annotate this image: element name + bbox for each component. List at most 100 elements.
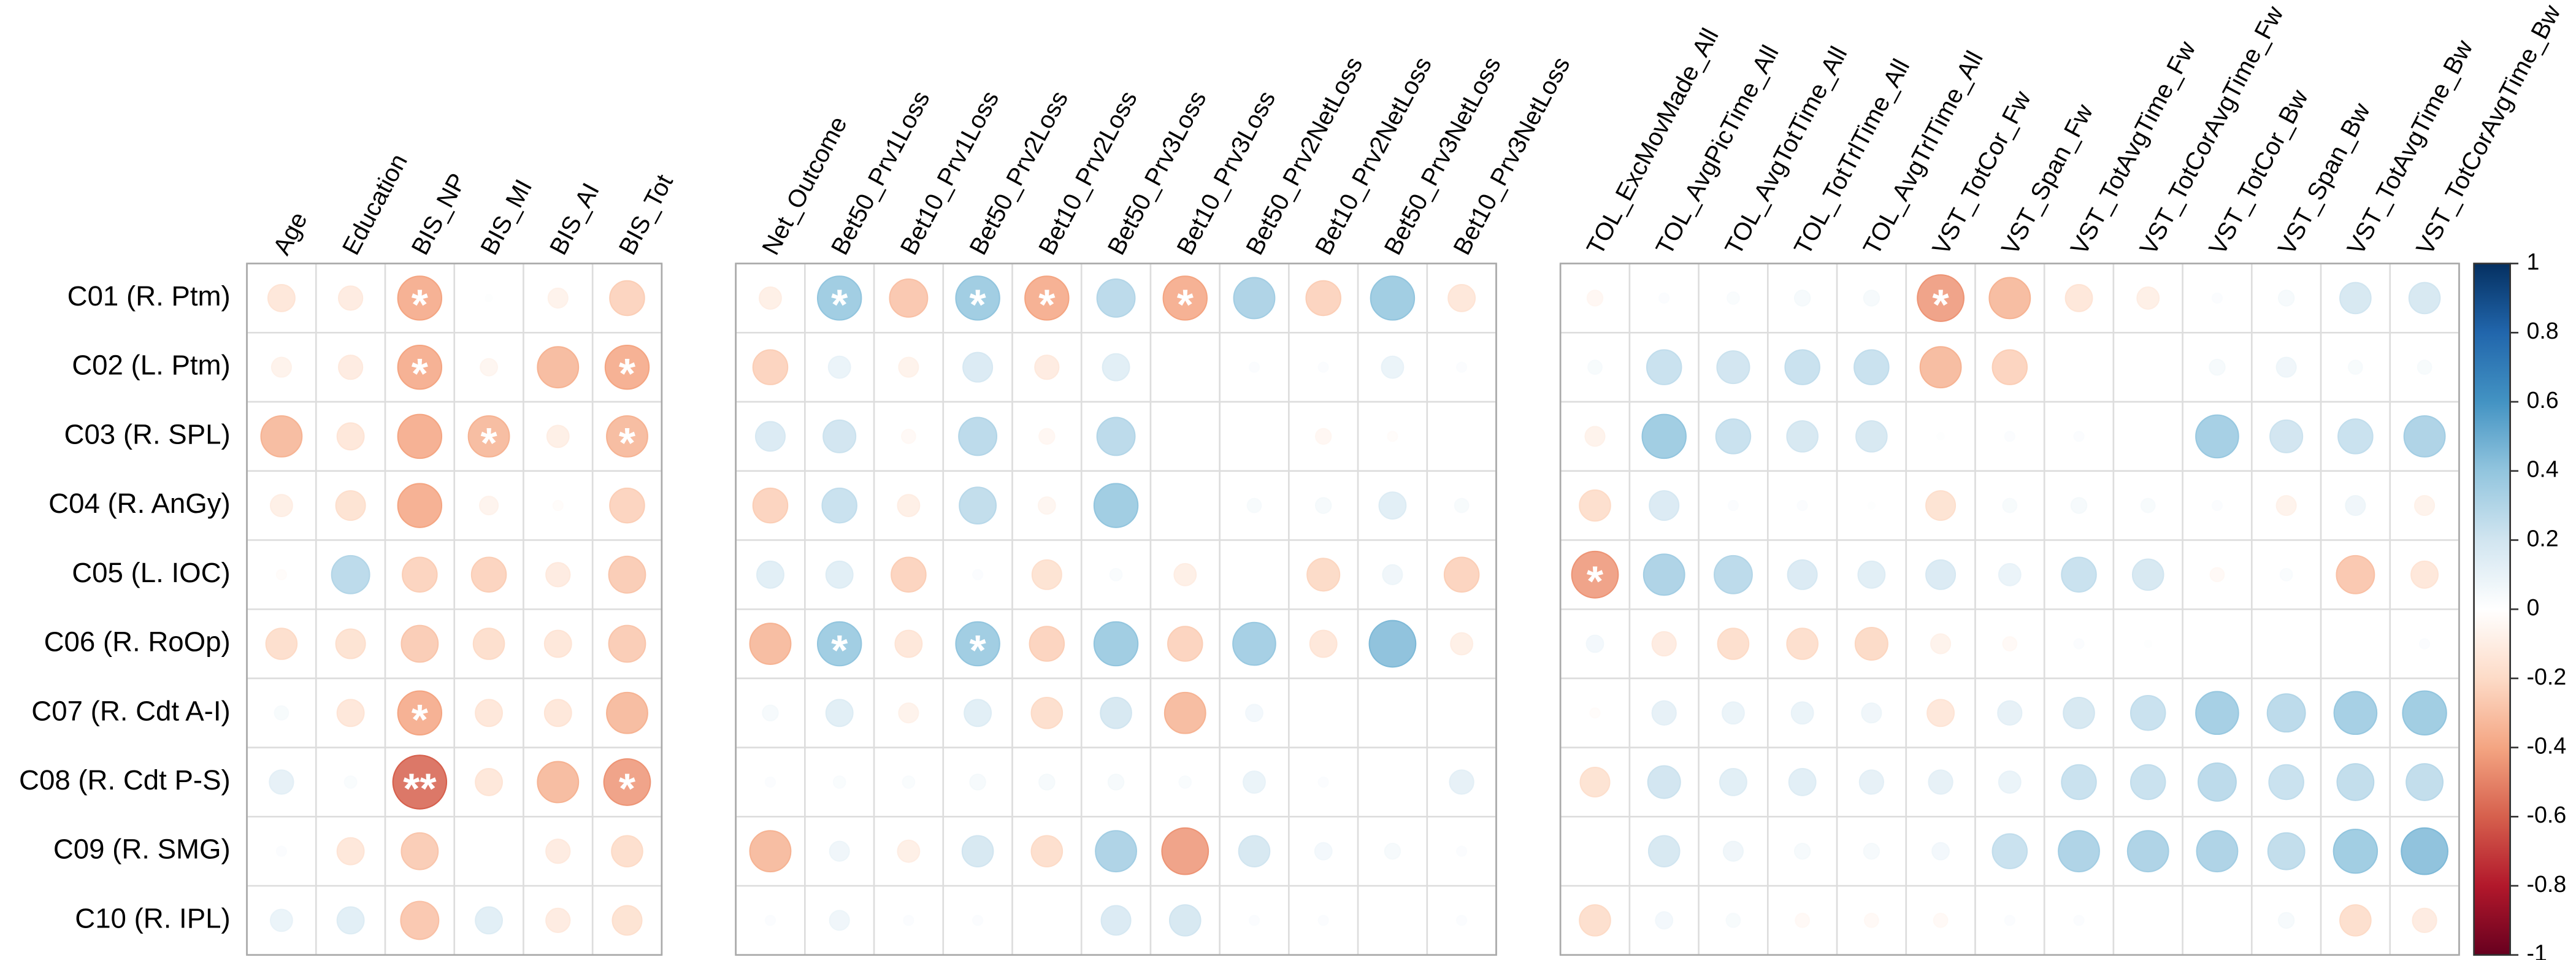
- correlation-circle: [2336, 555, 2375, 594]
- correlation-circle: [2277, 912, 2295, 929]
- correlation-circle: [485, 294, 493, 302]
- correlation-circle: [829, 840, 850, 862]
- correlation-circle: [1456, 361, 1468, 373]
- correlation-circle: [1162, 275, 1208, 321]
- correlation-circle: [1030, 696, 1064, 729]
- correlation-circle: [338, 285, 364, 311]
- correlation-circle: [545, 839, 571, 864]
- correlation-circle: [336, 422, 365, 451]
- correlation-circle: [537, 761, 580, 804]
- colorbar-tick-label: -0.6: [2526, 802, 2566, 828]
- correlation-circle: [1447, 284, 1476, 312]
- correlation-circle: [1651, 631, 1677, 657]
- correlation-circle: [609, 487, 645, 524]
- correlation-circle: [1093, 621, 1139, 667]
- column-label: BIS_Tot: [613, 170, 678, 259]
- correlation-circle: [2131, 558, 2164, 591]
- correlation-circle: [1727, 291, 1740, 305]
- correlation-circle: [2275, 356, 2297, 378]
- row-label: C03 (R. SPL): [64, 418, 231, 450]
- correlation-circle: [1305, 280, 1341, 317]
- significance-star: *: [412, 350, 429, 397]
- correlation-circle: [1248, 361, 1260, 373]
- column-label: Age: [268, 207, 313, 259]
- correlation-circle: [955, 621, 1000, 667]
- significance-star: *: [1933, 280, 1950, 328]
- correlation-circle: [1029, 626, 1065, 662]
- row-label: C01 (R. Ptm): [67, 280, 231, 312]
- correlation-circle: [611, 905, 643, 936]
- correlation-circle: [1855, 420, 1888, 453]
- correlation-circle: [1246, 497, 1262, 513]
- correlation-circle: [400, 900, 440, 940]
- correlation-circle: [336, 699, 365, 728]
- correlation-circle: [1585, 634, 1604, 653]
- correlation-circle: [2063, 696, 2095, 729]
- correlation-circle: [609, 280, 645, 317]
- correlation-circle: [397, 413, 443, 459]
- correlation-circle: [1384, 843, 1401, 860]
- correlation-circle: [392, 755, 448, 810]
- correlation-circle: [1309, 629, 1338, 658]
- correlation-circle: [1858, 769, 1884, 795]
- column-label: TOL_AvgPicTime_All: [1650, 40, 1784, 259]
- correlation-circle: [2004, 431, 2015, 442]
- correlation-circle: [829, 910, 850, 931]
- correlation-circle: [2144, 639, 2152, 648]
- correlation-circle: [1173, 563, 1197, 586]
- colorbar-tick-label: -1: [2526, 940, 2547, 960]
- correlation-circle: [2070, 497, 2088, 514]
- correlation-circle: [1579, 489, 1611, 522]
- colorbar-tick-label: 1: [2526, 249, 2539, 275]
- correlation-circle: [270, 908, 293, 932]
- correlation-circle: [1245, 704, 1263, 723]
- correlation-circle: [1233, 277, 1276, 320]
- correlation-circle: [1163, 691, 1206, 734]
- correlation-circle: [1232, 621, 1276, 666]
- correlation-circle: [603, 758, 651, 806]
- correlation-circle: [1716, 350, 1750, 385]
- correlation-circle: [2209, 567, 2225, 583]
- correlation-circle: [2419, 638, 2431, 650]
- correlation-circle: [1167, 626, 1203, 662]
- correlation-circle: [759, 286, 782, 310]
- correlation-circle: [1589, 707, 1601, 719]
- correlation-circle: [1717, 628, 1750, 660]
- correlation-circle: [336, 837, 365, 866]
- correlation-circle: [2333, 828, 2379, 874]
- correlation-circle: [604, 344, 650, 390]
- correlation-circle: [764, 915, 776, 926]
- correlation-circle: [1651, 700, 1677, 726]
- column-label: BIS_AI: [544, 179, 605, 259]
- correlation-circle: [547, 287, 569, 309]
- correlation-circle: [2058, 830, 2100, 873]
- correlation-circle: [611, 835, 643, 867]
- correlation-circle: [1998, 563, 2022, 586]
- correlation-circle: [1643, 553, 1685, 596]
- correlation-circle: [1248, 915, 1260, 926]
- colorbar-tick-label: 0.4: [2526, 456, 2558, 482]
- correlation-circle: [961, 835, 994, 867]
- correlation-circle: [1793, 843, 1811, 860]
- correlation-circle: [1917, 274, 1965, 322]
- correlation-circle: [545, 907, 571, 933]
- row-label: C04 (R. AnGy): [48, 488, 231, 519]
- row-label: C06 (R. RoOp): [44, 626, 231, 658]
- correlation-circle: [958, 417, 998, 456]
- correlation-circle: [1857, 560, 1886, 589]
- correlation-circle: [608, 555, 646, 594]
- correlation-circle: [1793, 290, 1811, 307]
- correlation-circle: [1647, 835, 1681, 867]
- correlation-circle: [825, 560, 854, 589]
- correlation-circle: [764, 776, 776, 788]
- correlation-circle: [827, 355, 851, 379]
- correlation-circle: [475, 699, 503, 728]
- correlation-circle: [1863, 290, 1880, 307]
- correlation-circle: [969, 774, 986, 791]
- correlation-circle: [2195, 414, 2239, 459]
- correlation-circle: [1034, 355, 1060, 380]
- correlation-circle: [1988, 277, 2031, 320]
- correlation-circle: [545, 562, 571, 588]
- correlation-circle: [543, 629, 572, 658]
